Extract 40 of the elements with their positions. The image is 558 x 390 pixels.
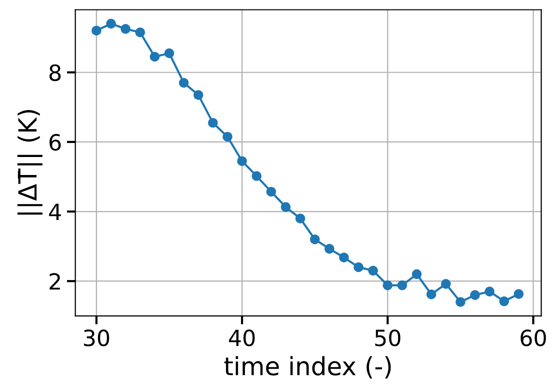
point xyxy=(120,24,130,34)
point xyxy=(178,78,189,88)
y-tick-label: 6 xyxy=(50,134,61,151)
point xyxy=(135,28,145,38)
point xyxy=(499,296,509,306)
point xyxy=(208,118,218,128)
y-axis-title: ||ΔT̄|| (K) xyxy=(17,110,42,215)
point xyxy=(484,286,494,296)
point xyxy=(237,156,247,166)
point xyxy=(426,289,436,300)
point xyxy=(441,279,451,289)
point xyxy=(252,171,262,181)
point xyxy=(470,290,480,300)
point xyxy=(164,48,174,58)
point xyxy=(280,202,291,212)
x-tick-label: 40 xyxy=(228,329,255,346)
point xyxy=(150,52,160,62)
point xyxy=(295,214,306,224)
point xyxy=(339,252,349,262)
point xyxy=(324,244,334,254)
point xyxy=(412,269,422,280)
point xyxy=(514,289,524,299)
point xyxy=(194,90,204,100)
x-tick-label: 30 xyxy=(84,329,110,346)
y-tick-label: 4 xyxy=(49,204,61,220)
point xyxy=(106,18,116,29)
x-tick-label: 60 xyxy=(520,329,546,346)
x-axis-title: time index (-) xyxy=(224,356,391,378)
point xyxy=(266,186,276,197)
point xyxy=(354,262,364,272)
point xyxy=(397,280,408,290)
y-tick-label: 8 xyxy=(50,64,61,82)
point xyxy=(92,26,102,36)
point xyxy=(456,297,466,307)
point xyxy=(310,234,320,244)
point xyxy=(222,132,232,142)
point xyxy=(368,266,378,276)
x-tick-label: 50 xyxy=(375,329,400,346)
y-tick-label: 2 xyxy=(50,273,60,290)
point xyxy=(382,280,393,290)
